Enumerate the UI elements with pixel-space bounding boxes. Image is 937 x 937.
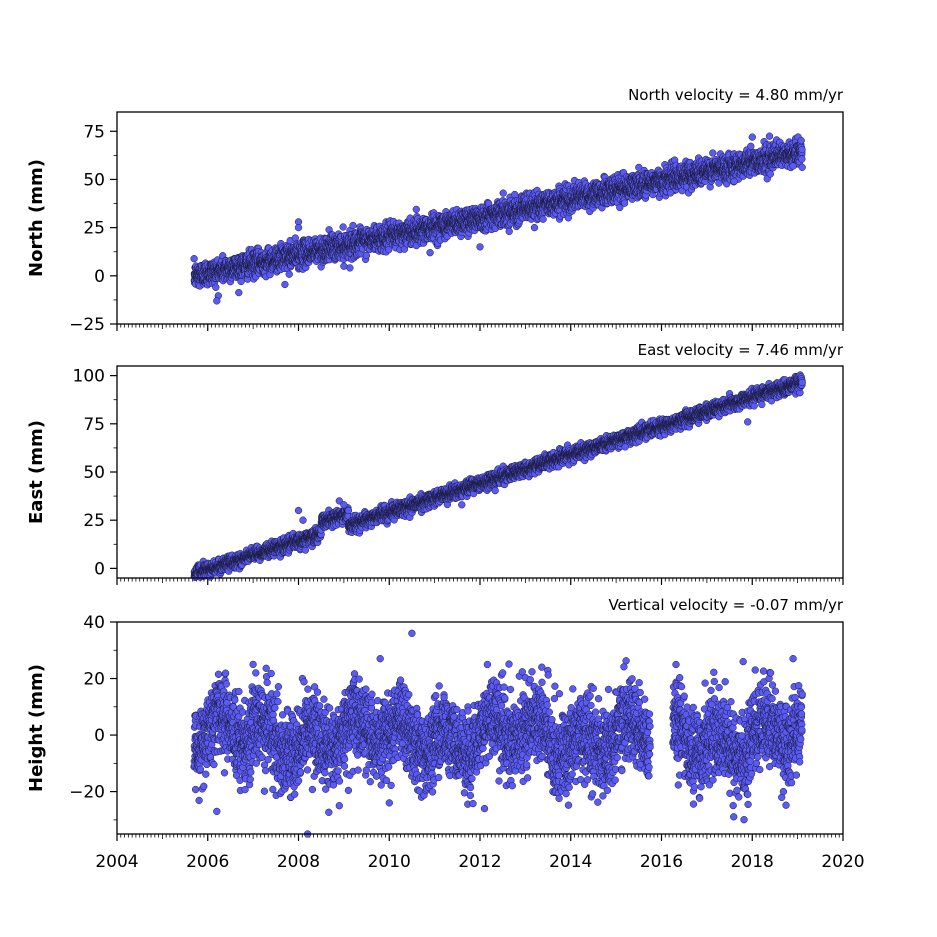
- north-data-point: [362, 251, 371, 260]
- north-data-point: [190, 255, 198, 263]
- north-y-tick-label: 0: [94, 267, 105, 287]
- north-data-point: [339, 223, 347, 231]
- north-data-point: [349, 221, 357, 230]
- north-data-point: [747, 142, 755, 150]
- north-data-point: [766, 170, 774, 178]
- north-velocity-label: North velocity = 4.80 mm/yr: [628, 86, 844, 104]
- north-data-point: [709, 149, 717, 157]
- north-data-point: [237, 277, 245, 286]
- north-data-point: [706, 183, 714, 191]
- north-ticks: −25 0 25 50 75: [69, 122, 844, 335]
- north-data-point: [620, 199, 629, 207]
- north-data-point: [505, 227, 513, 236]
- north-panel: North velocity = 4.80 mm/yr North (mm) −…: [26, 86, 844, 335]
- north-data-point: [285, 270, 293, 278]
- north-y-tick-label: −25: [69, 315, 105, 335]
- north-data-point: [499, 189, 507, 197]
- north-data-point: [291, 234, 299, 242]
- north-points: [190, 132, 806, 305]
- north-y-tick-label: 75: [83, 122, 105, 142]
- north-y-axis-label: North (mm): [26, 159, 47, 277]
- north-data-point: [346, 264, 354, 272]
- north-data-point: [235, 288, 243, 297]
- north-y-tick-label: 50: [83, 170, 105, 190]
- north-data-point: [212, 283, 220, 291]
- north-data-point: [539, 215, 547, 223]
- north-data-point: [511, 190, 519, 199]
- north-y-tick-label: 25: [83, 219, 105, 239]
- north-data-point: [765, 132, 774, 140]
- north-data-point: [412, 205, 420, 214]
